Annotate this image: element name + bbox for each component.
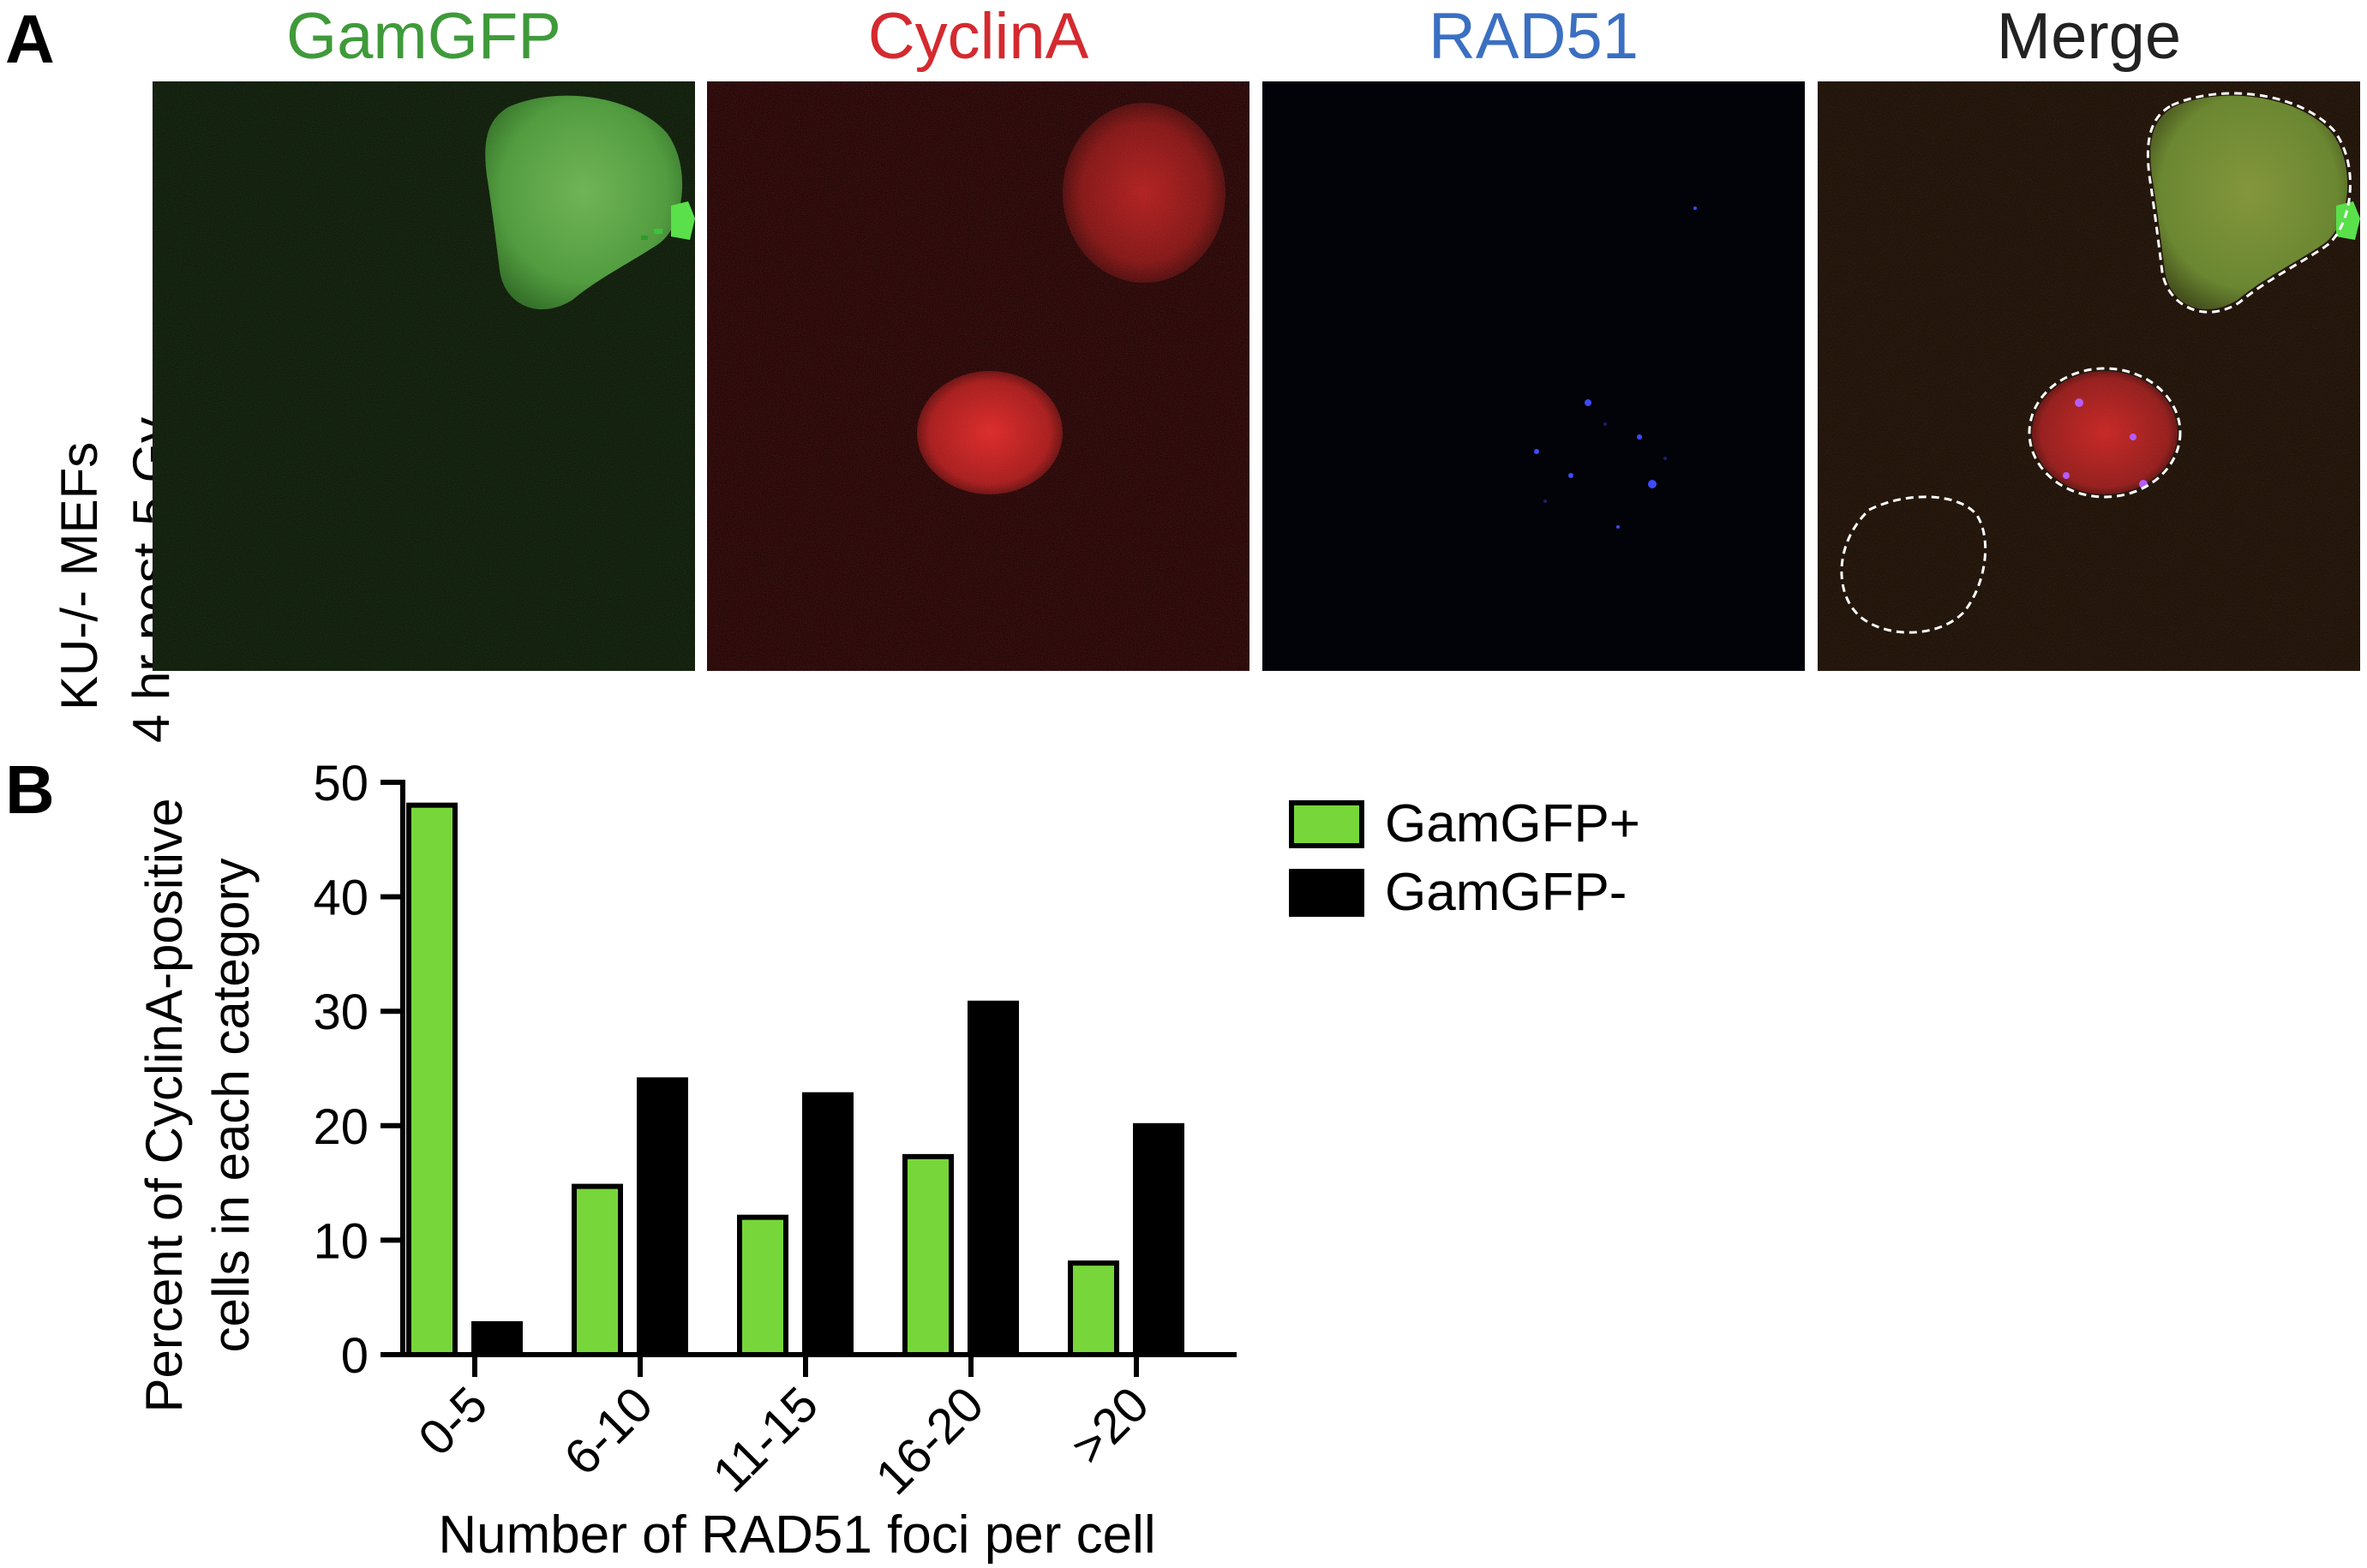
legend-label-gamgfp-neg: GamGFP- (1385, 863, 1627, 922)
x-tick-label: 6-10 (554, 1376, 663, 1486)
y-tick-label: 50 (313, 756, 369, 811)
bar-gamgfp-neg (637, 1077, 688, 1357)
bar-gamgfp-pos (572, 1183, 623, 1357)
micrograph-rad51 (1262, 81, 1805, 671)
micrograph-merge (1818, 81, 2360, 671)
legend-item-gamgfp-neg: GamGFP- (1289, 859, 1640, 927)
x-tick-label: 11-15 (702, 1376, 829, 1503)
y-axis-label-line-2: cells in each category (202, 859, 260, 1353)
channel-label-cyclina: CyclinA (867, 0, 1089, 73)
bar-chart: Percent of CyclinA-positive cells in eac… (135, 756, 1237, 1565)
micrograph-gamgfp (153, 81, 695, 671)
legend-item-gamgfp-pos: GamGFP+ (1289, 790, 1640, 859)
row-label-line-1: KU-/- MEFs (51, 441, 108, 710)
x-axis-ticks: 0-5 6-10 11-15 16-20 >20 (408, 1355, 1160, 1505)
micrograph-cyclina (707, 81, 1249, 671)
x-tick-label: 16-20 (865, 1376, 994, 1505)
bar-gamgfp-pos (737, 1214, 788, 1357)
x-tick-label: 0-5 (408, 1376, 498, 1466)
y-tick-label: 40 (313, 871, 369, 926)
y-axis-label: Percent of CyclinA-positive cells in eac… (135, 799, 260, 1413)
y-tick-label: 30 (313, 984, 369, 1040)
legend-label-gamgfp-pos: GamGFP+ (1385, 794, 1641, 853)
y-axis-ticks: 0 10 20 30 40 50 (313, 756, 403, 1384)
bar-gamgfp-neg (802, 1092, 854, 1357)
bar-gamgfp-neg (471, 1320, 523, 1357)
y-axis-label-line-1: Percent of CyclinA-positive (135, 799, 193, 1413)
bar-gamgfp-pos (406, 802, 458, 1358)
y-tick-label: 10 (313, 1213, 369, 1269)
channel-label-gamgfp: GamGFP (286, 0, 561, 73)
legend-swatch-gamgfp-pos (1289, 800, 1364, 848)
bar-gamgfp-neg (968, 1000, 1019, 1357)
bar-gamgfp-pos (902, 1153, 954, 1358)
channel-label-merge: Merge (1996, 0, 2182, 73)
panel-b-label: B (5, 751, 55, 828)
legend-swatch-gamgfp-neg (1289, 869, 1364, 917)
bars (406, 802, 1184, 1358)
bar-gamgfp-pos (1068, 1260, 1119, 1357)
y-tick-label: 20 (313, 1099, 369, 1155)
panel-a-label: A (5, 1, 55, 77)
channel-label-rad51: RAD51 (1429, 0, 1639, 73)
x-axis-label: Number of RAD51 foci per cell (438, 1505, 1155, 1565)
bar-gamgfp-neg (1133, 1122, 1184, 1357)
y-tick-label: 0 (341, 1328, 369, 1384)
x-tick-label: >20 (1061, 1376, 1160, 1475)
legend: GamGFP+ GamGFP- (1289, 790, 1640, 927)
